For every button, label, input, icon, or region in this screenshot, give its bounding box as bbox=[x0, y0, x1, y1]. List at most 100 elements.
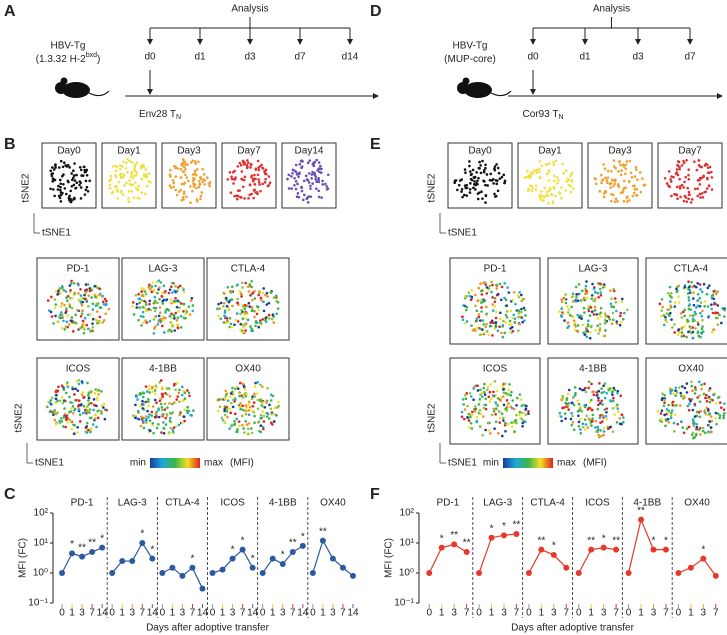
series-line bbox=[678, 559, 715, 576]
tsne-dot bbox=[512, 299, 515, 302]
tsne-dot bbox=[200, 191, 203, 194]
tsne-dot bbox=[587, 305, 590, 308]
tsne-dot bbox=[158, 416, 161, 419]
tsne-dot bbox=[197, 160, 200, 163]
tsne-dot bbox=[227, 308, 230, 311]
tsne-dot bbox=[535, 185, 538, 188]
tsne-dot bbox=[521, 425, 524, 428]
tsne-dot bbox=[154, 316, 157, 319]
tsne-dot bbox=[635, 166, 638, 169]
tsne-dot bbox=[489, 383, 492, 386]
tsne-dot bbox=[260, 297, 263, 300]
tsne-dot bbox=[723, 315, 726, 318]
tsne-dot bbox=[230, 326, 233, 329]
tsne-dot bbox=[180, 302, 183, 305]
tsne-dot bbox=[311, 171, 314, 174]
tsne-dot bbox=[501, 435, 504, 438]
tsne-dot bbox=[244, 388, 247, 391]
tsne-dot bbox=[138, 302, 141, 305]
tsne-dot bbox=[161, 395, 164, 398]
tsne-dot bbox=[72, 405, 75, 408]
tsne-dot bbox=[120, 191, 123, 194]
point bbox=[501, 532, 507, 538]
tsne-dot bbox=[153, 318, 156, 321]
tsne-dot bbox=[230, 175, 233, 178]
tsne-dot bbox=[59, 186, 62, 189]
tsne-dot bbox=[295, 180, 298, 183]
point bbox=[330, 556, 336, 562]
point bbox=[464, 549, 470, 555]
tsne-dot bbox=[59, 183, 62, 186]
tsne-dot bbox=[554, 195, 557, 198]
tsne-dot bbox=[502, 395, 505, 398]
tsne-dot bbox=[277, 301, 280, 304]
tsne-dot bbox=[256, 305, 259, 308]
tsne-dot bbox=[492, 322, 495, 325]
tsne-dot bbox=[315, 187, 318, 190]
tsne-dot bbox=[670, 195, 673, 198]
tsne-dot bbox=[248, 409, 251, 412]
tsne-dot bbox=[497, 329, 500, 332]
tsne-dot bbox=[258, 181, 261, 184]
x-tick-label: 14 bbox=[297, 608, 309, 619]
tsne-dot bbox=[174, 189, 177, 192]
tsne-dot bbox=[203, 183, 206, 186]
tsne-dot bbox=[217, 315, 220, 318]
tsne-dot bbox=[189, 201, 192, 204]
tsne-dot bbox=[597, 403, 600, 406]
tsne-dot bbox=[518, 413, 521, 416]
tsne-dot bbox=[143, 427, 146, 430]
tsne-dot bbox=[506, 393, 509, 396]
tsne-dot bbox=[584, 333, 587, 336]
tsne-dot bbox=[567, 393, 570, 396]
tsne-dot bbox=[293, 170, 296, 173]
tsne-dot bbox=[83, 294, 86, 297]
tsne-dot bbox=[154, 393, 157, 396]
tsne-dot bbox=[63, 161, 66, 164]
tsne-dot bbox=[142, 315, 145, 318]
tsne-dot bbox=[525, 405, 528, 408]
tsne-dot bbox=[511, 317, 514, 320]
scale-max: max bbox=[204, 458, 223, 469]
tsne-dot bbox=[137, 319, 140, 322]
tsne-dot bbox=[563, 319, 566, 322]
tsne-dot bbox=[147, 404, 150, 407]
tsne-dot bbox=[54, 298, 57, 301]
significance: * bbox=[301, 532, 305, 543]
tsne-dot bbox=[674, 394, 677, 397]
tsne-dot bbox=[142, 403, 145, 406]
tsne-dot bbox=[577, 410, 580, 413]
tsne-dot bbox=[140, 315, 143, 318]
tsne-dot bbox=[640, 191, 643, 194]
tsne-dot bbox=[59, 189, 62, 192]
x-tick-label: 7 bbox=[663, 608, 669, 619]
tsne-dot bbox=[688, 409, 691, 412]
tsne-dot bbox=[494, 327, 497, 330]
tsne-dot bbox=[104, 312, 107, 315]
tsne-dot bbox=[62, 183, 65, 186]
significance: ** bbox=[587, 535, 595, 546]
tsne-dot bbox=[561, 163, 564, 166]
tsne-dot bbox=[54, 306, 57, 309]
tsne-dot bbox=[593, 313, 596, 316]
point bbox=[513, 531, 519, 537]
tsne-dot bbox=[606, 181, 609, 184]
timepoint: d1 bbox=[579, 52, 591, 63]
tsne-dot bbox=[303, 180, 306, 183]
tsne-dot bbox=[482, 415, 485, 418]
tsne-dot bbox=[83, 405, 86, 408]
tsne-dot bbox=[605, 415, 608, 418]
tsne-dot bbox=[253, 401, 256, 404]
tsne-dot bbox=[506, 316, 509, 319]
tsne-dot bbox=[243, 409, 246, 412]
tsne-dot bbox=[261, 410, 264, 413]
tsne-dot bbox=[174, 167, 177, 170]
tsne-dot bbox=[227, 399, 230, 402]
tsne-dot bbox=[83, 328, 86, 331]
tsne-dot bbox=[708, 284, 711, 287]
tsne-dot bbox=[258, 309, 261, 312]
tsne-dot bbox=[624, 173, 627, 176]
tsne-dot bbox=[591, 409, 594, 412]
tsne-dot bbox=[117, 197, 120, 200]
tsne-dot bbox=[164, 290, 167, 293]
